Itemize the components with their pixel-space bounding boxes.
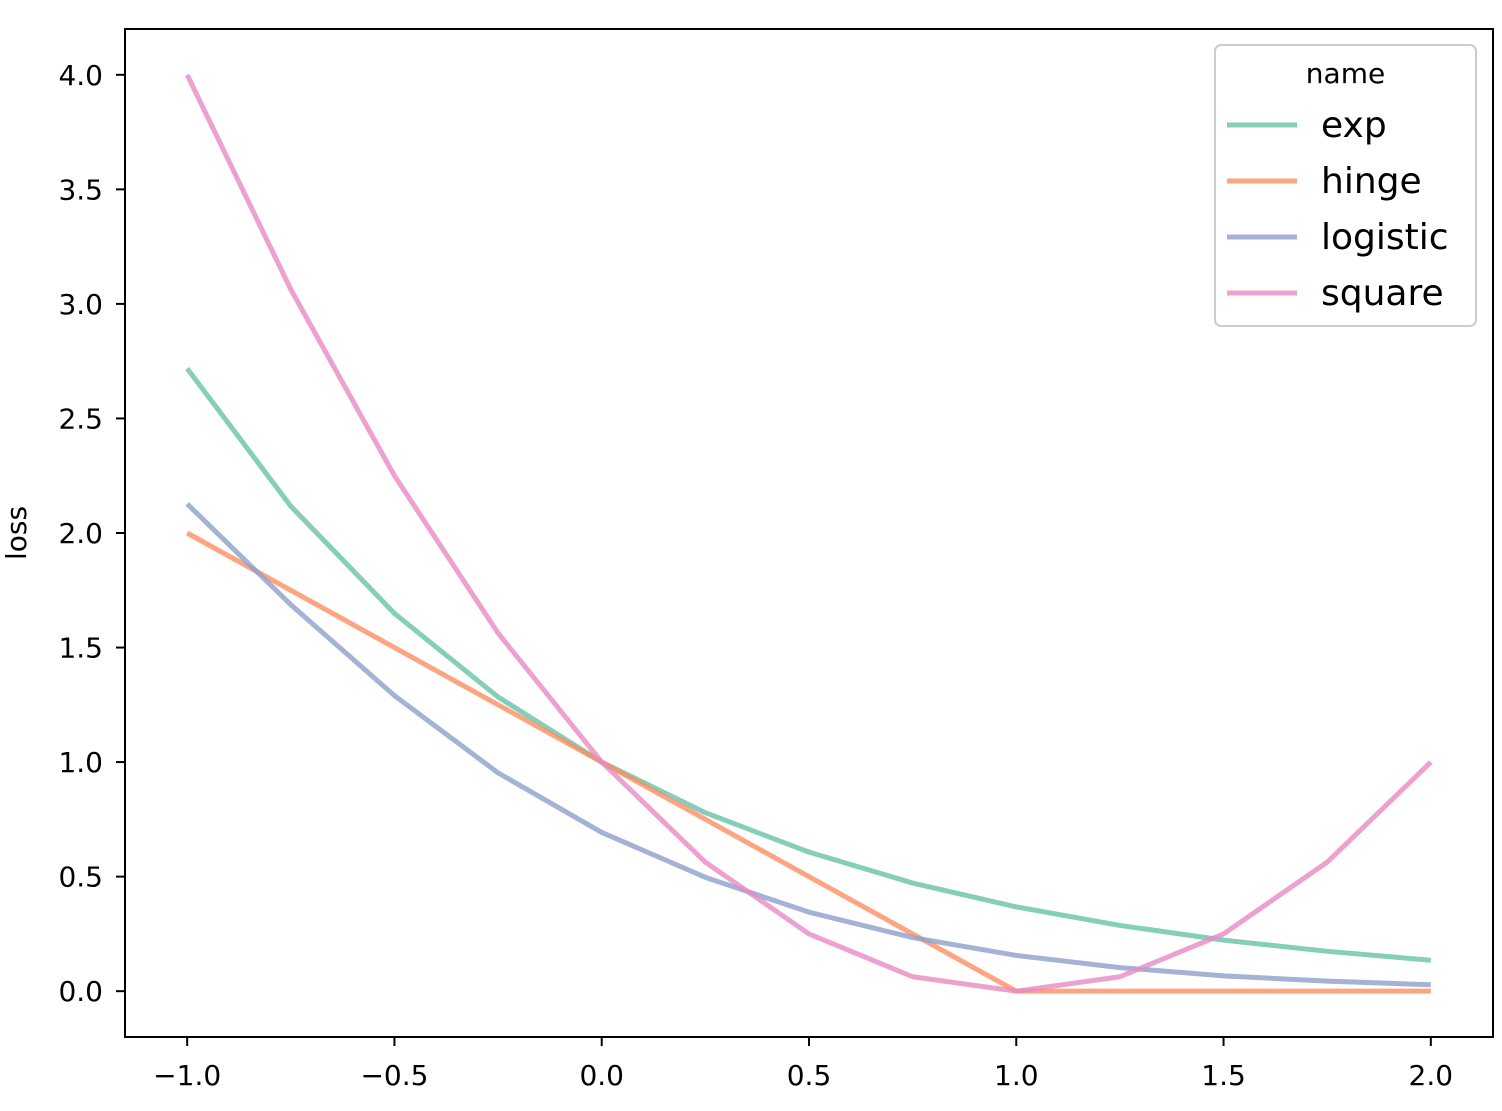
y-tick-label: 1.0: [58, 746, 103, 779]
legend-label-square: square: [1321, 273, 1444, 314]
series-lines: [184, 73, 1433, 994]
legend-label-exp: exp: [1321, 105, 1387, 146]
y-axis-label: loss: [0, 506, 33, 560]
y-tick-label: 1.5: [58, 632, 103, 665]
x-tick-label: 0.5: [787, 1059, 832, 1092]
legend-label-logistic: logistic: [1321, 217, 1449, 258]
legend: name exp hinge logistic square: [1214, 44, 1477, 327]
x-tick-label: −0.5: [360, 1059, 428, 1092]
legend-label-hinge: hinge: [1321, 161, 1422, 202]
series-line-exp: [185, 367, 1432, 963]
legend-title: name: [1306, 57, 1385, 90]
x-axis-ticks: −1.0 −0.5 0.0 0.5 1.0 1.5 2.0: [153, 1037, 1453, 1092]
y-tick-label: 4.0: [58, 59, 103, 92]
y-tick-label: 0.5: [58, 861, 103, 894]
y-axis-ticks: 0.0 0.5 1.0 1.5 2.0 2.5 3.0 3.5 4.0: [58, 59, 125, 1008]
series-line-logistic: [185, 502, 1431, 988]
x-tick-label: 1.0: [994, 1059, 1039, 1092]
y-tick-label: 3.5: [58, 173, 103, 206]
legend-entries: exp hinge logistic square: [1227, 105, 1449, 314]
y-tick-label: 2.5: [58, 402, 103, 435]
x-tick-label: 2.0: [1409, 1059, 1454, 1092]
y-tick-label: 2.0: [58, 517, 103, 550]
series-line-square: [184, 73, 1433, 994]
series-line-hinge: [185, 530, 1431, 994]
x-tick-label: 0.0: [579, 1059, 624, 1092]
y-tick-label: 3.0: [58, 288, 103, 321]
x-tick-label: −1.0: [153, 1059, 221, 1092]
y-tick-label: 0.0: [58, 975, 103, 1008]
legend-box: [1214, 44, 1477, 327]
x-tick-label: 1.5: [1201, 1059, 1246, 1092]
plot-frame: [124, 28, 1494, 1038]
